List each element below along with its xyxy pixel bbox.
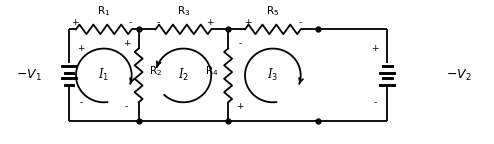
Text: +: +: [236, 102, 244, 111]
Text: +: +: [77, 44, 84, 53]
Text: -: -: [239, 39, 242, 48]
Text: I$_3$: I$_3$: [267, 67, 279, 84]
Text: -: -: [157, 18, 160, 27]
Text: +: +: [371, 44, 379, 53]
Text: +: +: [71, 18, 79, 27]
Text: -: -: [129, 18, 132, 27]
Text: +: +: [206, 18, 214, 27]
Text: R$_2$: R$_2$: [149, 64, 162, 77]
Text: $-V_1$: $-V_1$: [16, 68, 42, 83]
Text: $-V_2$: $-V_2$: [446, 68, 472, 83]
Text: +: +: [123, 39, 130, 48]
Text: R$_4$: R$_4$: [205, 64, 218, 77]
Text: R$_5$: R$_5$: [266, 4, 280, 18]
Text: R$_3$: R$_3$: [177, 4, 190, 18]
Text: -: -: [298, 18, 301, 27]
Text: I$_1$: I$_1$: [98, 67, 110, 84]
Text: -: -: [125, 102, 128, 111]
Text: R$_1$: R$_1$: [97, 4, 111, 18]
Text: +: +: [244, 18, 252, 27]
Text: I$_2$: I$_2$: [178, 67, 189, 84]
Text: -: -: [80, 98, 82, 107]
Text: -: -: [373, 98, 377, 107]
